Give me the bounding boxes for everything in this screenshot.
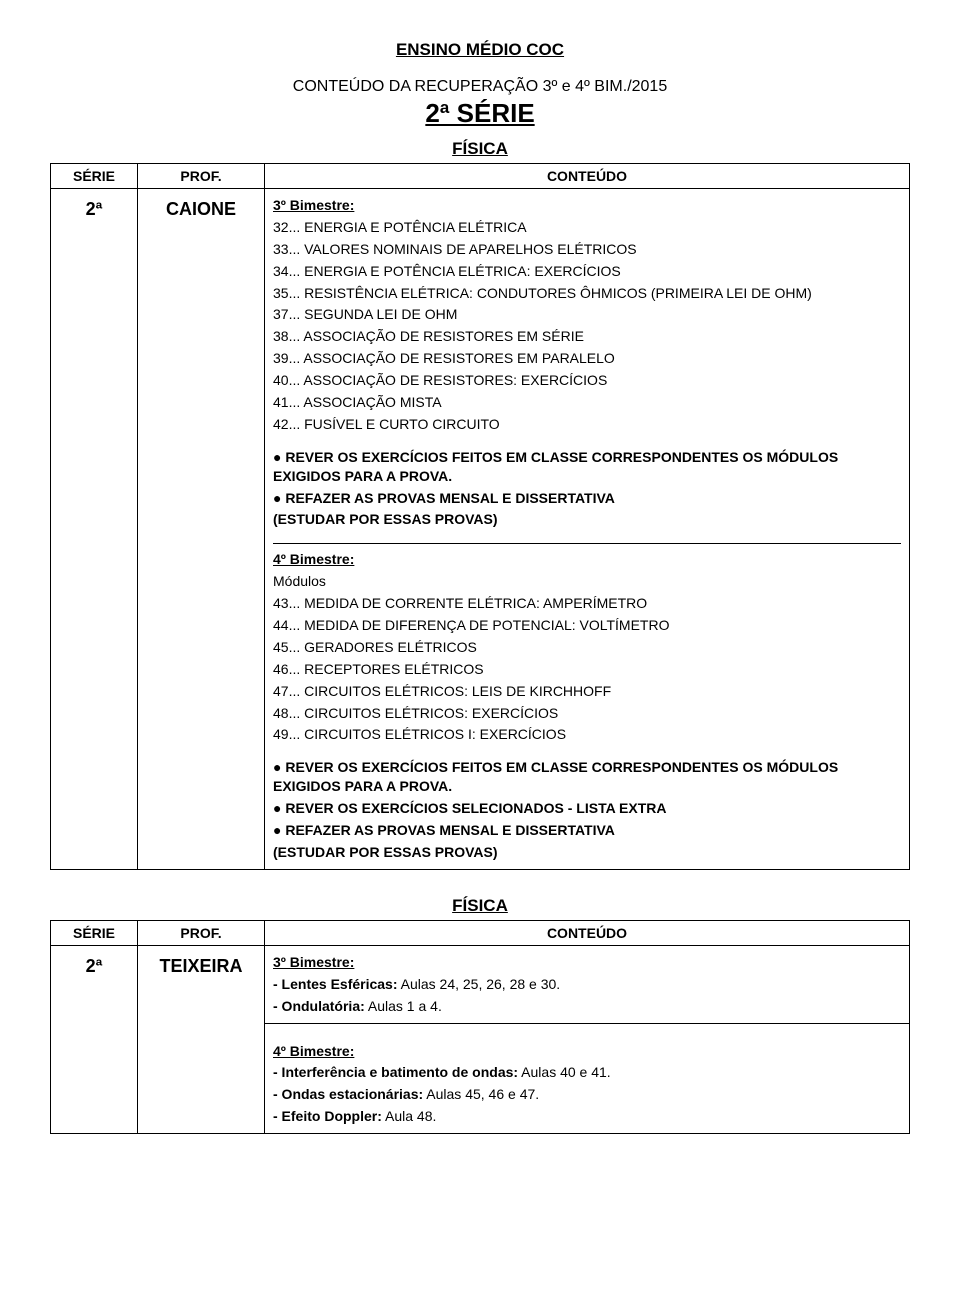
bim3-bullet: ● REVER OS EXERCÍCIOS FEITOS EM CLASSE C…: [273, 448, 901, 486]
bim4-line: - Interferência e batimento de ondas: Au…: [273, 1063, 901, 1082]
serie-heading: 2ª SÉRIE: [50, 98, 910, 129]
col-header-serie: SÉRIE: [51, 920, 138, 945]
subject-heading-2: FÍSICA: [50, 896, 910, 916]
bim3-line: - Lentes Esféricas: Aulas 24, 25, 26, 28…: [273, 975, 901, 994]
col-header-prof: PROF.: [138, 164, 265, 189]
bim3-line: 40... ASSOCIAÇÃO DE RESISTORES: EXERCÍCI…: [273, 371, 901, 390]
conteudo-cell-bim4: 4º Bimestre: - Interferência e batimento…: [265, 1023, 910, 1134]
doc-title: ENSINO MÉDIO COC: [50, 40, 910, 60]
col-header-conteudo: CONTEÚDO: [265, 920, 910, 945]
bim4-line: 48... CIRCUITOS ELÉTRICOS: EXERCÍCIOS: [273, 704, 901, 723]
col-header-serie: SÉRIE: [51, 164, 138, 189]
bim3-label: 3º Bimestre:: [273, 197, 354, 213]
bim4-label: 4º Bimestre:: [273, 551, 354, 567]
bim4-line: - Ondas estacionárias: Aulas 45, 46 e 47…: [273, 1085, 901, 1104]
col-header-prof: PROF.: [138, 920, 265, 945]
bim3-line: 38... ASSOCIAÇÃO DE RESISTORES EM SÉRIE: [273, 327, 901, 346]
bim4-line: - Efeito Doppler: Aula 48.: [273, 1107, 901, 1126]
bim3-bullet: ● REFAZER AS PROVAS MENSAL E DISSERTATIV…: [273, 489, 901, 508]
serie-cell: 2ª: [51, 189, 138, 870]
bim3-label: 3º Bimestre:: [273, 954, 354, 970]
bim3-line: 37... SEGUNDA LEI DE OHM: [273, 305, 901, 324]
bim3-line: 41... ASSOCIAÇÃO MISTA: [273, 393, 901, 412]
bim4-bullet: ● REVER OS EXERCÍCIOS FEITOS EM CLASSE C…: [273, 758, 901, 796]
conteudo-cell: 3º Bimestre: 32... ENERGIA E POTÊNCIA EL…: [265, 189, 910, 870]
serie-cell: 2ª: [51, 945, 138, 1133]
bim4-line: 44... MEDIDA DE DIFERENÇA DE POTENCIAL: …: [273, 616, 901, 635]
subject-heading-1: FÍSICA: [50, 139, 910, 159]
bim3-line: 39... ASSOCIAÇÃO DE RESISTORES EM PARALE…: [273, 349, 901, 368]
conteudo-cell-bim3: 3º Bimestre: - Lentes Esféricas: Aulas 2…: [265, 945, 910, 1023]
doc-subtitle: CONTEÚDO DA RECUPERAÇÃO 3º e 4º BIM./201…: [50, 78, 910, 96]
prof-cell: TEIXEIRA: [138, 945, 265, 1133]
content-table-1: SÉRIE PROF. CONTEÚDO 2ª CAIONE 3º Bimest…: [50, 163, 910, 870]
bim3-line: 33... VALORES NOMINAIS DE APARELHOS ELÉT…: [273, 240, 901, 259]
content-table-2: SÉRIE PROF. CONTEÚDO 2ª TEIXEIRA 3º Bime…: [50, 920, 910, 1134]
bim3-line: - Ondulatória: Aulas 1 a 4.: [273, 997, 901, 1016]
bim4-line: 46... RECEPTORES ELÉTRICOS: [273, 660, 901, 679]
divider: [273, 543, 901, 544]
bim3-line: 35... RESISTÊNCIA ELÉTRICA: CONDUTORES Ô…: [273, 284, 901, 303]
bim4-sub: Módulos: [273, 572, 901, 591]
bim3-line: 42... FUSÍVEL E CURTO CIRCUITO: [273, 415, 901, 434]
bim4-line: 49... CIRCUITOS ELÉTRICOS I: EXERCÍCIOS: [273, 725, 901, 744]
bim4-bullet: ● REFAZER AS PROVAS MENSAL E DISSERTATIV…: [273, 821, 901, 840]
prof-cell: CAIONE: [138, 189, 265, 870]
bim4-line: 45... GERADORES ELÉTRICOS: [273, 638, 901, 657]
bim4-bullet: (ESTUDAR POR ESSAS PROVAS): [273, 843, 901, 862]
bim3-line: 32... ENERGIA E POTÊNCIA ELÉTRICA: [273, 218, 901, 237]
bim4-line: 47... CIRCUITOS ELÉTRICOS: LEIS DE KIRCH…: [273, 682, 901, 701]
col-header-conteudo: CONTEÚDO: [265, 164, 910, 189]
bim4-label: 4º Bimestre:: [273, 1043, 354, 1059]
bim3-line: 34... ENERGIA E POTÊNCIA ELÉTRICA: EXERC…: [273, 262, 901, 281]
bim4-line: 43... MEDIDA DE CORRENTE ELÉTRICA: AMPER…: [273, 594, 901, 613]
bim3-bullet: (ESTUDAR POR ESSAS PROVAS): [273, 510, 901, 529]
bim4-bullet: ● REVER OS EXERCÍCIOS SELECIONADOS - LIS…: [273, 799, 901, 818]
